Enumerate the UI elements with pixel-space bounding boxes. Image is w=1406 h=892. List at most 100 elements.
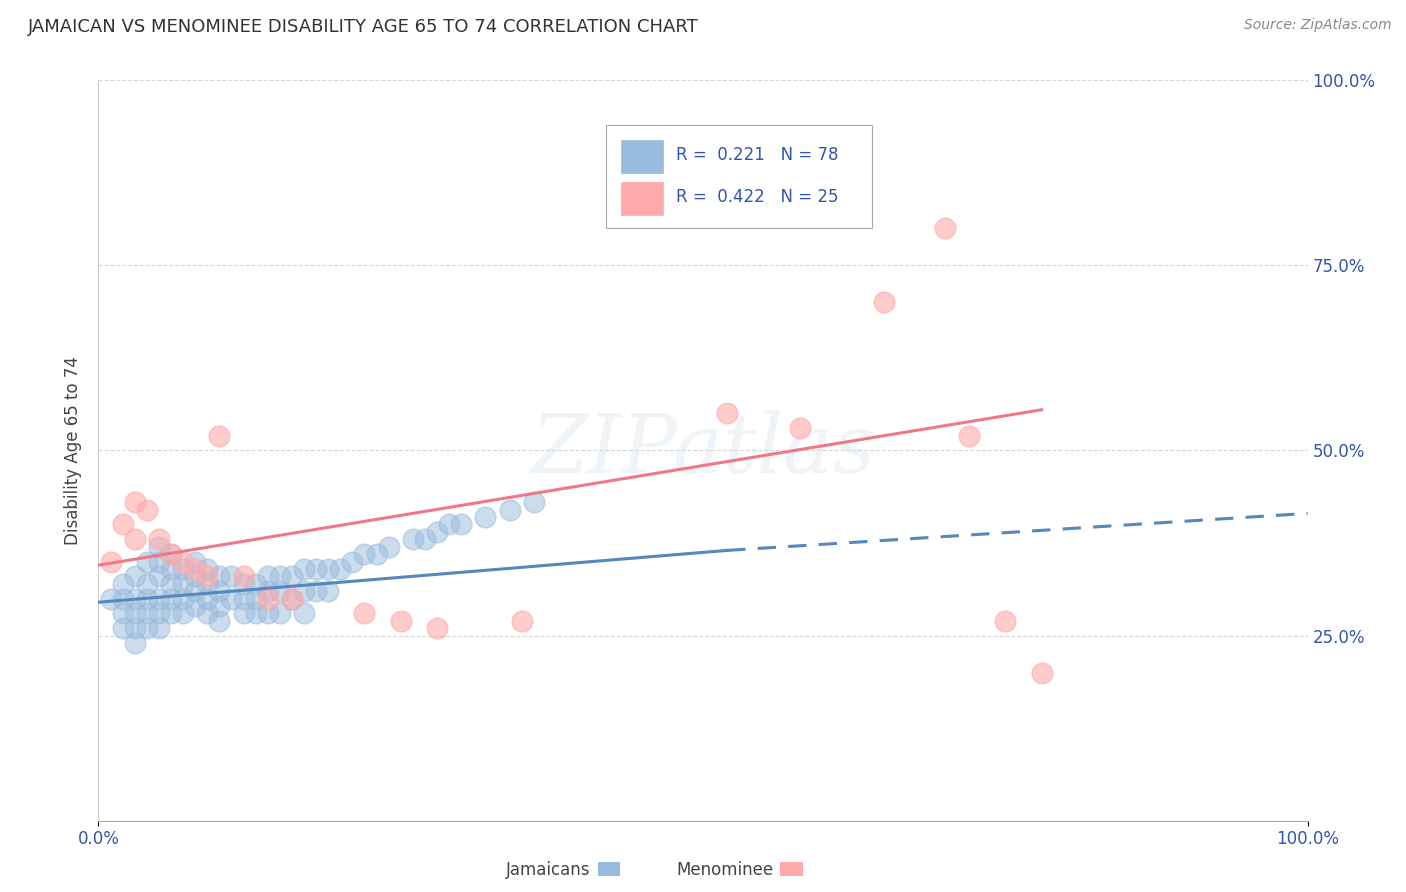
- Point: [148, 540, 170, 554]
- Point: [148, 533, 170, 547]
- Point: [160, 576, 183, 591]
- Point: [184, 584, 207, 599]
- Point: [208, 428, 231, 442]
- Text: JAMAICAN VS MENOMINEE DISABILITY AGE 65 TO 74 CORRELATION CHART: JAMAICAN VS MENOMINEE DISABILITY AGE 65 …: [28, 18, 699, 36]
- Point: [148, 569, 170, 583]
- Point: [245, 591, 267, 606]
- Text: ZIPatlas: ZIPatlas: [530, 410, 876, 491]
- Point: [437, 517, 460, 532]
- Bar: [606, 125, 872, 228]
- Point: [195, 569, 218, 583]
- Point: [256, 591, 278, 606]
- Point: [426, 524, 449, 539]
- Point: [305, 584, 328, 599]
- Point: [292, 607, 315, 621]
- Point: [172, 591, 194, 606]
- Point: [195, 576, 218, 591]
- Point: [135, 576, 157, 591]
- Point: [402, 533, 425, 547]
- Point: [934, 221, 956, 235]
- Point: [172, 607, 194, 621]
- Point: [124, 569, 146, 583]
- Point: [148, 621, 170, 635]
- Bar: [621, 182, 664, 215]
- Point: [195, 562, 218, 576]
- Point: [377, 540, 399, 554]
- Point: [124, 591, 146, 606]
- Point: [135, 591, 157, 606]
- Point: [389, 614, 412, 628]
- Text: Menominee: Menominee: [676, 861, 773, 879]
- Point: [232, 607, 254, 621]
- Point: [789, 421, 811, 435]
- Point: [111, 607, 134, 621]
- Point: [232, 576, 254, 591]
- Point: [184, 562, 207, 576]
- Point: [208, 599, 231, 613]
- Point: [305, 562, 328, 576]
- Point: [184, 555, 207, 569]
- Y-axis label: Disability Age 65 to 74: Disability Age 65 to 74: [65, 356, 83, 545]
- Point: [366, 547, 388, 561]
- Point: [281, 569, 304, 583]
- Point: [111, 576, 134, 591]
- Point: [195, 607, 218, 621]
- Point: [994, 614, 1017, 628]
- Point: [474, 510, 496, 524]
- Point: [135, 621, 157, 635]
- Point: [184, 599, 207, 613]
- Point: [281, 591, 304, 606]
- Point: [221, 569, 243, 583]
- Point: [208, 584, 231, 599]
- Point: [124, 636, 146, 650]
- Point: [184, 569, 207, 583]
- Point: [523, 495, 546, 509]
- Point: [100, 555, 122, 569]
- Point: [124, 533, 146, 547]
- Point: [716, 407, 738, 421]
- Point: [232, 591, 254, 606]
- Point: [353, 607, 375, 621]
- Point: [292, 562, 315, 576]
- Point: [269, 607, 291, 621]
- Point: [148, 591, 170, 606]
- Point: [208, 569, 231, 583]
- Point: [957, 428, 980, 442]
- Point: [873, 295, 896, 310]
- Point: [450, 517, 472, 532]
- Point: [160, 547, 183, 561]
- Point: [292, 584, 315, 599]
- Point: [221, 591, 243, 606]
- Point: [160, 607, 183, 621]
- Point: [111, 591, 134, 606]
- Point: [413, 533, 436, 547]
- Point: [1031, 665, 1053, 680]
- Point: [124, 495, 146, 509]
- Point: [208, 614, 231, 628]
- Point: [510, 614, 533, 628]
- Point: [100, 591, 122, 606]
- Point: [281, 591, 304, 606]
- Point: [329, 562, 352, 576]
- Point: [160, 562, 183, 576]
- Bar: [621, 139, 664, 173]
- Point: [172, 555, 194, 569]
- Point: [160, 591, 183, 606]
- Point: [172, 576, 194, 591]
- Point: [232, 569, 254, 583]
- Point: [111, 517, 134, 532]
- Text: Source: ZipAtlas.com: Source: ZipAtlas.com: [1244, 18, 1392, 32]
- Point: [124, 621, 146, 635]
- Point: [256, 569, 278, 583]
- Text: R =  0.422   N = 25: R = 0.422 N = 25: [676, 188, 839, 206]
- Point: [269, 569, 291, 583]
- Text: R =  0.221   N = 78: R = 0.221 N = 78: [676, 146, 839, 164]
- Point: [269, 584, 291, 599]
- Point: [148, 555, 170, 569]
- Point: [195, 591, 218, 606]
- Point: [353, 547, 375, 561]
- Point: [124, 607, 146, 621]
- Point: [160, 547, 183, 561]
- Point: [135, 502, 157, 516]
- Point: [256, 584, 278, 599]
